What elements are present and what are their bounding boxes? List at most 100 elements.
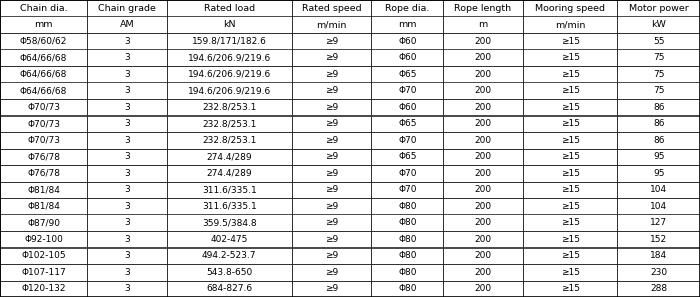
Bar — [617, 17, 700, 33]
Text: ≥15: ≥15 — [561, 202, 580, 211]
Text: ≥15: ≥15 — [561, 37, 580, 46]
Bar — [617, 0, 700, 17]
Text: 230: 230 — [650, 268, 667, 277]
Text: ≥15: ≥15 — [561, 169, 580, 178]
Text: ≥15: ≥15 — [561, 235, 580, 244]
Bar — [167, 99, 292, 116]
Bar — [0, 50, 87, 66]
Bar — [523, 247, 617, 264]
Bar — [443, 66, 523, 83]
Text: Φ80: Φ80 — [398, 218, 416, 227]
Bar — [0, 66, 87, 83]
Text: ≥15: ≥15 — [561, 53, 580, 62]
Text: 543.8-650: 543.8-650 — [206, 268, 253, 277]
Bar — [443, 214, 523, 231]
Bar — [372, 99, 443, 116]
Text: Φ76/78: Φ76/78 — [27, 152, 60, 161]
Text: ≥15: ≥15 — [561, 185, 580, 194]
Bar — [372, 116, 443, 132]
Bar — [292, 231, 372, 247]
Text: Φ64/66/68: Φ64/66/68 — [20, 53, 67, 62]
Text: 200: 200 — [475, 268, 491, 277]
Bar — [0, 33, 87, 50]
Bar — [617, 50, 700, 66]
Bar — [523, 33, 617, 50]
Text: 127: 127 — [650, 218, 667, 227]
Bar — [0, 198, 87, 214]
Text: Φ58/60/62: Φ58/60/62 — [20, 37, 67, 46]
Text: AM: AM — [120, 20, 134, 29]
Text: Φ102-105: Φ102-105 — [21, 251, 66, 260]
Text: 55: 55 — [653, 37, 664, 46]
Bar — [292, 132, 372, 148]
Bar — [0, 17, 87, 33]
Text: ≥9: ≥9 — [325, 37, 338, 46]
Bar — [167, 17, 292, 33]
Bar — [292, 83, 372, 99]
Text: 3: 3 — [124, 169, 130, 178]
Bar — [292, 247, 372, 264]
Text: Φ107-117: Φ107-117 — [21, 268, 66, 277]
Text: 104: 104 — [650, 185, 667, 194]
Bar — [443, 165, 523, 181]
Text: ≥15: ≥15 — [561, 284, 580, 293]
Text: 194.6/206.9/219.6: 194.6/206.9/219.6 — [188, 70, 271, 79]
Text: ≥15: ≥15 — [561, 70, 580, 79]
Bar — [87, 50, 167, 66]
Bar — [443, 181, 523, 198]
Bar — [167, 247, 292, 264]
Text: ≥9: ≥9 — [325, 218, 338, 227]
Bar — [523, 66, 617, 83]
Bar — [87, 99, 167, 116]
Text: 86: 86 — [653, 103, 664, 112]
Bar — [167, 264, 292, 280]
Bar — [87, 231, 167, 247]
Text: 3: 3 — [124, 37, 130, 46]
Text: 274.4/289: 274.4/289 — [206, 169, 252, 178]
Bar — [292, 181, 372, 198]
Bar — [372, 247, 443, 264]
Text: 200: 200 — [475, 251, 491, 260]
Bar — [372, 280, 443, 297]
Text: Φ81/84: Φ81/84 — [27, 202, 60, 211]
Text: Φ81/84: Φ81/84 — [27, 185, 60, 194]
Bar — [372, 214, 443, 231]
Bar — [87, 83, 167, 99]
Text: Chain dia.: Chain dia. — [20, 4, 67, 13]
Bar — [292, 264, 372, 280]
Bar — [372, 83, 443, 99]
Text: Chain grade: Chain grade — [98, 4, 156, 13]
Bar — [443, 83, 523, 99]
Text: m: m — [478, 20, 488, 29]
Text: 3: 3 — [124, 185, 130, 194]
Text: Φ92-100: Φ92-100 — [24, 235, 63, 244]
Text: ≥9: ≥9 — [325, 202, 338, 211]
Bar — [443, 280, 523, 297]
Bar — [617, 165, 700, 181]
Text: 3: 3 — [124, 119, 130, 128]
Text: 200: 200 — [475, 37, 491, 46]
Bar — [372, 181, 443, 198]
Bar — [617, 148, 700, 165]
Text: ≥9: ≥9 — [325, 235, 338, 244]
Bar — [292, 0, 372, 17]
Text: Φ80: Φ80 — [398, 235, 416, 244]
Text: 3: 3 — [124, 218, 130, 227]
Bar — [523, 0, 617, 17]
Bar — [87, 66, 167, 83]
Text: m/min: m/min — [555, 20, 585, 29]
Bar — [0, 132, 87, 148]
Bar — [292, 198, 372, 214]
Bar — [443, 132, 523, 148]
Text: 75: 75 — [653, 70, 664, 79]
Bar — [523, 17, 617, 33]
Text: Φ64/66/68: Φ64/66/68 — [20, 70, 67, 79]
Bar — [617, 264, 700, 280]
Bar — [292, 66, 372, 83]
Text: 494.2-523.7: 494.2-523.7 — [202, 251, 256, 260]
Bar — [443, 33, 523, 50]
Bar — [0, 181, 87, 198]
Bar — [292, 280, 372, 297]
Bar — [292, 17, 372, 33]
Bar — [372, 264, 443, 280]
